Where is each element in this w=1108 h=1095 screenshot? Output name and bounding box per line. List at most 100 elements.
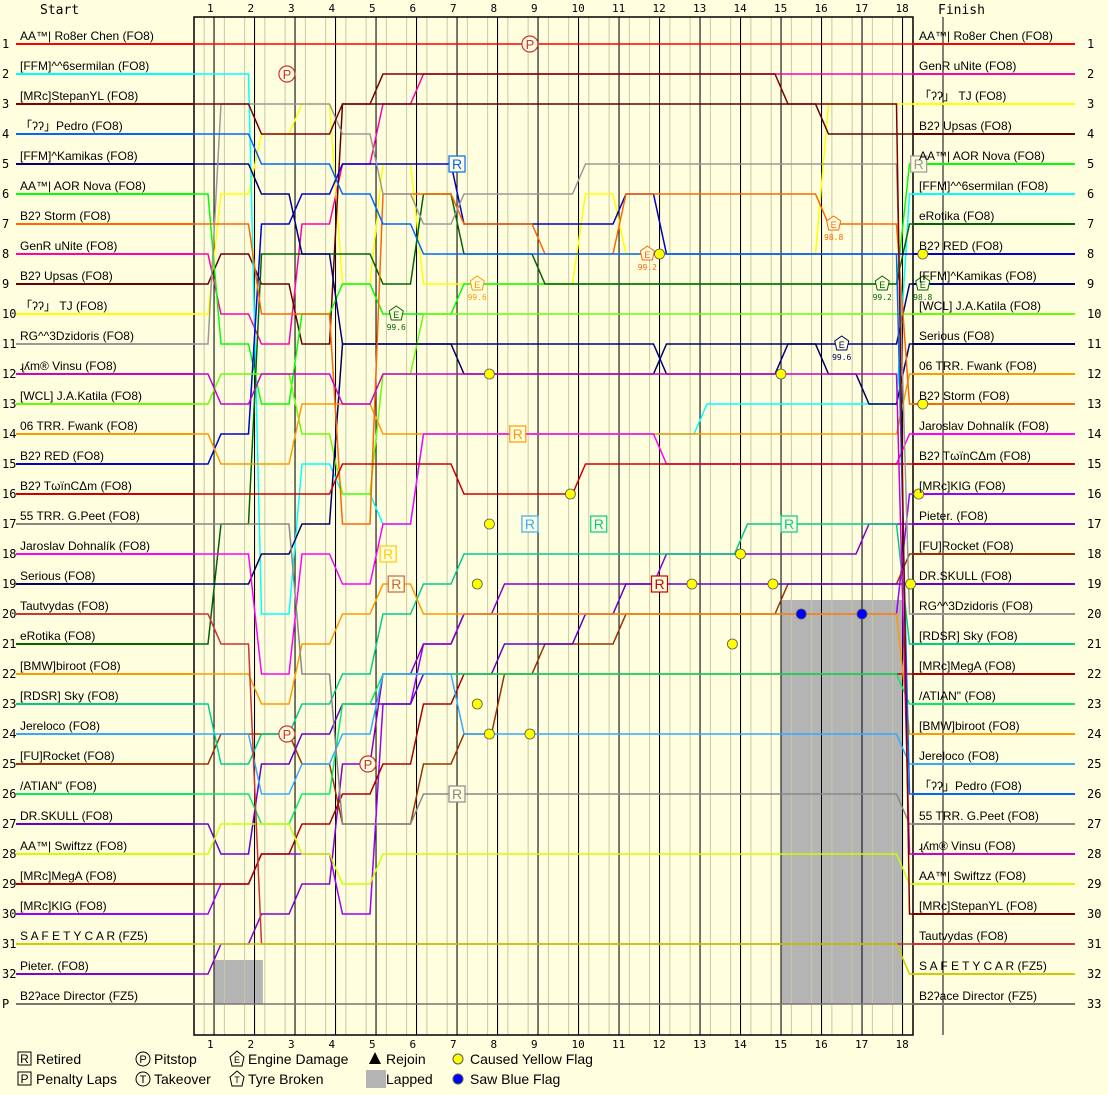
lap-number-top: 2 (248, 2, 255, 15)
series-line (194, 823, 937, 885)
legend-square-symbol (17, 1071, 32, 1086)
start-driver-name: 「ʔʔ」 TJ (FO8) (20, 299, 107, 313)
start-driver-name: [RDSR] Sky (FO8) (20, 689, 119, 703)
engine-damage-marker (639, 245, 655, 261)
position-label-left: 11 (2, 337, 16, 351)
series-line (194, 313, 937, 495)
lapped-region (781, 600, 903, 1004)
retired-marker-label: R (383, 546, 393, 562)
retired-marker (910, 155, 928, 173)
finish-driver-name: B2ʔace Director (FZ5) (919, 989, 1037, 1003)
retired-marker-label: R (914, 156, 924, 172)
yellow-flag-dot (767, 578, 779, 590)
yellow-flag-dot (483, 518, 495, 530)
position-label-right: 23 (1087, 697, 1101, 711)
finish-driver-name: Tautvydas (FO8) (919, 929, 1008, 943)
engine-damage-value: 98.8 (913, 293, 932, 302)
start-driver-name: Serious (FO8) (20, 569, 95, 583)
position-label-right: 28 (1087, 847, 1101, 861)
position-label-right: 21 (1087, 637, 1101, 651)
lap-number-bottom: 18 (896, 1038, 909, 1051)
pitstop-marker (521, 35, 539, 53)
finish-driver-name: Jaroslav Dohnalík (FO8) (919, 419, 1049, 433)
series-line (194, 523, 937, 975)
start-driver-name: B2ʔ TωïnCΔm (FO8) (20, 479, 132, 493)
lap-number-bottom: 9 (531, 1038, 538, 1051)
start-driver-name: [FFM]^^6sermilan (FO8) (20, 59, 149, 73)
lap-number-bottom: 13 (693, 1038, 706, 1051)
retired-marker-label: R (594, 516, 604, 532)
series-line (194, 103, 937, 615)
finish-driver-name: [MRc]StepanYL (FO8) (919, 899, 1037, 913)
legend-symbol-glyph: P (139, 1054, 146, 1066)
finish-driver-name: [FU]Rocket (FO8) (919, 539, 1014, 553)
pitstop-marker (278, 65, 296, 83)
start-driver-name: 「ʔʔ」Pedro (FO8) (20, 119, 123, 133)
position-label-left: 14 (2, 427, 16, 441)
lap-number-bottom: 1 (207, 1038, 214, 1051)
legend: R Retired P Penalty Laps P Pitstop T Takeover E E… (17, 1050, 593, 1088)
finish-driver-name: S A F E T Y C A R (FZ5) (919, 959, 1047, 973)
retired-marker (509, 425, 527, 443)
start-driver-name: Jereloco (FO8) (20, 719, 100, 733)
position-rows (16, 43, 1075, 1005)
position-label-right: 5 (1087, 157, 1094, 171)
position-label-right: 10 (1087, 307, 1101, 321)
finish-driver-name: /ATIAN" (FO8) (919, 689, 996, 703)
retired-marker-label: R (525, 516, 535, 532)
series-line (194, 673, 937, 825)
series-line (194, 583, 937, 735)
start-driver-name: AA™| AOR Nova (FO8) (20, 179, 146, 193)
start-driver-name: Tautvydas (FO8) (20, 599, 109, 613)
labels: Start Finish 112233445566778899101011111… (2, 2, 1101, 1051)
finish-driver-name: [RDSR] Sky (FO8) (919, 629, 1018, 643)
lap-number-top: 16 (815, 2, 828, 15)
lap-number-top: 18 (896, 2, 909, 15)
legend-blue-dot (452, 1073, 464, 1085)
yellow-flag-dot (565, 488, 576, 500)
lap-number-bottom: 15 (774, 1038, 787, 1051)
position-label-left: 8 (2, 247, 9, 261)
lap-number-top: 7 (450, 2, 457, 15)
lap-number-top: 17 (855, 2, 868, 15)
legend-symbol-glyph: T (234, 1075, 240, 1085)
start-driver-name: Pieter. (FO8) (20, 959, 89, 973)
retired-marker-label: R (513, 426, 523, 442)
retired-marker (448, 155, 466, 173)
lap-number-top: 1 (207, 2, 214, 15)
position-label-right: 26 (1087, 787, 1101, 801)
pitstop-marker (278, 725, 296, 743)
start-driver-name: 06 TRR. Fwank (FO8) (20, 419, 138, 433)
finish-driver-name: AA™| Ro8er Chen (FO8) (919, 29, 1053, 43)
position-label-left: 32 (2, 967, 16, 981)
lap-number-top: 3 (288, 2, 295, 15)
position-label-left: 23 (2, 697, 16, 711)
start-driver-name: AA™| Ro8er Chen (FO8) (20, 29, 154, 43)
position-label-right: 29 (1087, 877, 1101, 891)
yellow-flag-dot (775, 368, 787, 380)
start-driver-name: B2ʔ RED (FO8) (20, 449, 104, 463)
lap-number-top: 10 (572, 2, 585, 15)
start-driver-name: [WCL] J.A.Katila (FO8) (20, 389, 142, 403)
engine-damage-marker-label: E (831, 220, 837, 230)
yellow-flag-dot (735, 548, 746, 560)
lap-number-top: 4 (329, 2, 336, 15)
position-label-left: 7 (2, 217, 9, 231)
finish-label: Finish (938, 3, 985, 18)
position-label-right: 16 (1087, 487, 1101, 501)
blue-flag-dot (856, 608, 868, 620)
pitstop-marker-label: P (364, 757, 373, 772)
start-driver-name: B2ʔace Director (FZ5) (20, 989, 138, 1003)
start-driver-name: /ATIAN" (FO8) (20, 779, 97, 793)
position-label-left: 31 (2, 937, 16, 951)
legend-label: Penalty Laps (36, 1071, 117, 1087)
legend-label: Rejoin (386, 1051, 426, 1067)
position-label-right: 31 (1087, 937, 1101, 951)
finish-driver-name: [FFM]^Kamikas (FO8) (919, 269, 1037, 283)
legend-label: Pitstop (154, 1051, 197, 1067)
position-label-left: 4 (2, 127, 9, 141)
grid (193, 16, 944, 1036)
series-line (194, 373, 937, 855)
legend-circle-symbol (135, 1051, 151, 1067)
